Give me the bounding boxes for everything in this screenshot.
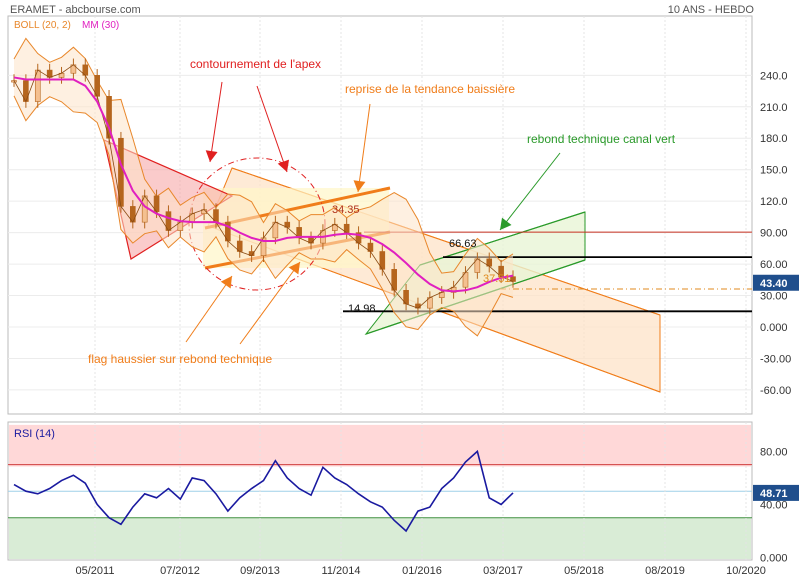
rsi-line	[13, 449, 514, 533]
x-tick-label: 09/2013	[240, 565, 280, 577]
arrow-reprise-head	[353, 180, 366, 192]
arrow-flag-left-head	[220, 276, 232, 289]
annotation-reprise: reprise de la tendance baissière	[345, 82, 515, 96]
price-close-line	[13, 64, 514, 309]
annotation-flag: flag haussier sur rebond technique	[88, 352, 272, 366]
rsi-title: RSI (14)	[14, 428, 55, 440]
rsi-y-tick-label: 80.00	[760, 446, 788, 458]
arrow-rebond-head	[500, 217, 512, 230]
rsi-y-tick-label: 0.000	[760, 553, 788, 565]
rsi-last-label: 48.71	[760, 488, 788, 500]
x-tick-label: 05/2018	[564, 565, 604, 577]
arrow-reprise-shaft	[357, 103, 371, 193]
arrow-apex-left-head	[205, 150, 218, 162]
price-y-tick-label: -60.00	[760, 385, 791, 397]
x-tick-label: 01/2016	[402, 565, 442, 577]
price-y-tick-label: 30.00	[760, 291, 788, 303]
rsi-oversold-zone	[9, 517, 751, 559]
level-label-14: 14.98	[348, 303, 376, 315]
last-price-badge	[753, 274, 799, 291]
arrow-flag-right-shaft	[239, 261, 301, 345]
green-channel-top	[419, 211, 586, 266]
price-y-tick-label: 120.0	[760, 196, 788, 208]
arrow-apex-right-shaft	[256, 85, 288, 173]
x-tick-label: 03/2017	[483, 565, 523, 577]
price-y-tick-label: 180.0	[760, 133, 788, 145]
rsi-y-tick-label: 40.00	[760, 499, 788, 511]
arrow-rebond-shaft	[499, 152, 561, 231]
price-y-tick-label: 90.00	[760, 228, 788, 240]
price-y-tick-label: 150.0	[760, 165, 788, 177]
price-y-tick-label: 60.00	[760, 259, 788, 271]
level-label-66: 66.63	[449, 238, 477, 250]
arrow-flag-left-shaft	[185, 275, 233, 343]
x-tick-label: 10/2020	[726, 565, 766, 577]
legend-mm30: MM (30)	[82, 20, 119, 31]
chart-title: ERAMET - abcbourse.com	[10, 4, 141, 16]
last-price-label: 43.40	[760, 278, 788, 290]
rsi-last-badge	[753, 484, 799, 501]
annotation-rebond: rebond technique canal vert	[527, 132, 676, 146]
legend-boll: BOLL (20, 2)	[14, 20, 71, 31]
price-y-tick-label: -30.00	[760, 353, 791, 365]
price-y-tick-label: 210.0	[760, 102, 788, 114]
price-y-tick-label: 240.0	[760, 70, 788, 82]
mm30-line	[13, 76, 514, 293]
arrow-apex-right-head	[277, 159, 290, 172]
rsi-overbought-zone	[9, 424, 751, 467]
x-tick-label: 05/2011	[76, 565, 115, 577]
bollinger-band-fill	[14, 38, 513, 336]
x-tick-label: 08/2019	[645, 565, 685, 577]
x-tick-label: 07/2012	[160, 565, 200, 577]
arrow-apex-left-shaft	[209, 81, 223, 163]
price-y-tick-label: 0.000	[760, 322, 788, 334]
chart-period: 10 ANS - HEBDO	[667, 4, 754, 16]
x-tick-label: 11/2014	[322, 565, 361, 577]
arrow-flag-right-head	[288, 262, 300, 275]
annotation-apex: contournement de l'apex	[190, 57, 321, 71]
level-label-34: 34.35	[332, 204, 360, 216]
level-label-37: 37.51	[483, 273, 511, 285]
